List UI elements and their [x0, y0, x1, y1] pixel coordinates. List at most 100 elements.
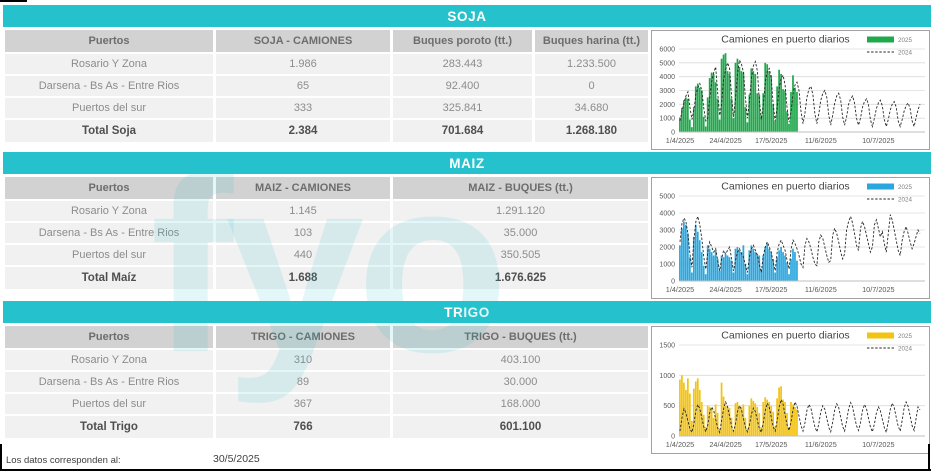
value-cell: 92.400	[393, 76, 532, 96]
footer-date-value: 30/5/2025	[213, 453, 260, 465]
x-tick-label: 17/5/2025	[755, 136, 787, 145]
port-name-cell: Rosario Y Zona	[5, 54, 213, 74]
value-cell: 1.145	[216, 201, 390, 221]
port-name-cell: Darsena - Bs As - Entre Rios	[5, 76, 213, 96]
column-header: TRIGO - BUQUES (tt.)	[393, 326, 648, 348]
y-tick-label: 1000	[659, 116, 675, 123]
trigo-table: Puertos TRIGO - CAMIONES TRIGO - BUQUES (t…	[5, 326, 648, 438]
x-tick-label: 10/7/2025	[862, 440, 894, 449]
x-tick-label: 17/5/2025	[755, 285, 787, 294]
soja-chart: 0 1000 2000 3000 4000 5000 6000 1/4/2025 24/4/20…	[651, 30, 930, 150]
legend-label-2024: 2024	[898, 50, 913, 57]
y-tick-label: 2000	[659, 102, 675, 109]
bars-2025	[679, 53, 798, 132]
value-cell: 89	[216, 372, 390, 392]
column-header: Buques harina (tt.)	[535, 30, 648, 52]
value-cell: 103	[216, 223, 390, 243]
value-cell: 440	[216, 245, 390, 265]
maiz-table: Puertos MAIZ - CAMIONES MAIZ - BUQUES (tt.…	[5, 177, 648, 289]
legend-swatch-2025	[867, 183, 894, 190]
total-value-cell: 766	[216, 416, 390, 438]
total-value-cell: 1.688	[216, 267, 390, 289]
chart-title: Camiones en puerto diarios	[721, 330, 849, 342]
column-header: Puertos	[5, 30, 213, 52]
total-label-cell: Total Maíz	[5, 267, 213, 289]
maiz-chart: 0 1000 2000 3000 4000 5000 1/4/2025 24/4/2025 17…	[651, 177, 930, 299]
port-name-cell: Rosario Y Zona	[5, 201, 213, 221]
x-tick-label: 11/6/2025	[805, 440, 837, 449]
x-tick-label: 1/4/2025	[666, 440, 694, 449]
y-tick-label: 2000	[659, 245, 675, 252]
column-header: TRIGO - CAMIONES	[216, 326, 390, 348]
x-tick-label: 24/4/2025	[709, 136, 741, 145]
chart-legend: 2025 2024	[867, 332, 913, 353]
line-2024	[679, 214, 921, 273]
y-tick-label: 6000	[659, 47, 675, 54]
x-tick-label: 10/7/2025	[862, 136, 894, 145]
x-tick-label: 1/4/2025	[666, 285, 694, 294]
value-cell: 0	[535, 76, 648, 96]
value-cell: 30.000	[393, 372, 648, 392]
y-tick-label: 0	[671, 434, 675, 441]
y-tick-label: 4000	[659, 211, 675, 218]
value-cell: 310	[216, 350, 390, 370]
x-tick-label: 1/4/2025	[666, 136, 694, 145]
chart-title: Camiones en puerto diarios	[721, 34, 849, 46]
value-cell: 168.000	[393, 394, 648, 414]
x-tick-label: 24/4/2025	[709, 440, 741, 449]
y-axis-labels: 0 500 1000 1500	[659, 343, 675, 441]
x-axis-labels: 1/4/2025 24/4/2025 17/5/2025 11/6/2025 10/7/…	[666, 285, 895, 294]
port-name-cell: Darsena - Bs As - Entre Rios	[5, 223, 213, 243]
y-tick-label: 500	[663, 403, 675, 410]
gridlines	[679, 48, 925, 133]
value-cell: 350.505	[393, 245, 648, 265]
footer-right-border	[928, 444, 930, 470]
y-tick-label: 3000	[659, 88, 675, 95]
value-cell: 1.986	[216, 54, 390, 74]
chart-legend: 2025 2024	[867, 36, 913, 57]
value-cell: 283.443	[393, 54, 532, 74]
section-title-soja: SOJA	[3, 5, 931, 27]
y-tick-label: 4000	[659, 74, 675, 81]
total-value-cell: 701.684	[393, 120, 532, 142]
port-name-cell: Darsena - Bs As - Entre Rios	[5, 372, 213, 392]
value-cell: 367	[216, 394, 390, 414]
legend-label-2025: 2025	[898, 333, 913, 340]
column-header: Puertos	[5, 326, 213, 348]
section-title-trigo: TRIGO	[3, 301, 931, 323]
value-cell: 34.680	[535, 98, 648, 118]
port-name-cell: Puertos del sur	[5, 245, 213, 265]
x-axis-labels: 1/4/2025 24/4/2025 17/5/2025 11/6/2025 10/7/…	[666, 440, 895, 449]
value-cell: 35.000	[393, 223, 648, 243]
column-header: Buques poroto (tt.)	[393, 30, 532, 52]
legend-label-2025: 2025	[898, 184, 913, 191]
top-border-line	[0, 0, 27, 2]
footer-left-border	[0, 444, 2, 470]
chart-title: Camiones en puerto diarios	[721, 181, 849, 193]
line-2024	[679, 58, 921, 129]
soja-table: Puertos SOJA - CAMIONES Buques poroto (tt.…	[5, 30, 648, 142]
value-cell: 1.291.120	[393, 201, 648, 221]
y-tick-label: 1500	[659, 343, 675, 350]
legend-label-2024: 2024	[898, 197, 913, 204]
y-axis-labels: 0 1000 2000 3000 4000 5000	[659, 194, 675, 286]
chart-legend: 2025 2024	[867, 183, 913, 204]
y-tick-label: 5000	[659, 194, 675, 201]
total-label-cell: Total Soja	[5, 120, 213, 142]
port-name-cell: Puertos del sur	[5, 98, 213, 118]
value-cell: 333	[216, 98, 390, 118]
x-tick-label: 17/5/2025	[755, 440, 787, 449]
total-value-cell: 1.676.625	[393, 267, 648, 289]
bottom-border-line	[0, 469, 931, 471]
trigo-chart: 0 500 1000 1500 1/4/2025 24/4/2025 17/5/2025 11…	[651, 326, 930, 454]
value-cell: 1.233.500	[535, 54, 648, 74]
legend-label-2025: 2025	[898, 37, 913, 44]
y-tick-label: 5000	[659, 60, 675, 67]
x-tick-label: 10/7/2025	[862, 285, 894, 294]
x-tick-label: 11/6/2025	[805, 136, 837, 145]
y-tick-label: 1000	[659, 373, 675, 380]
legend-swatch-2025	[867, 36, 894, 43]
value-cell: 403.100	[393, 350, 648, 370]
column-header: Puertos	[5, 177, 213, 199]
